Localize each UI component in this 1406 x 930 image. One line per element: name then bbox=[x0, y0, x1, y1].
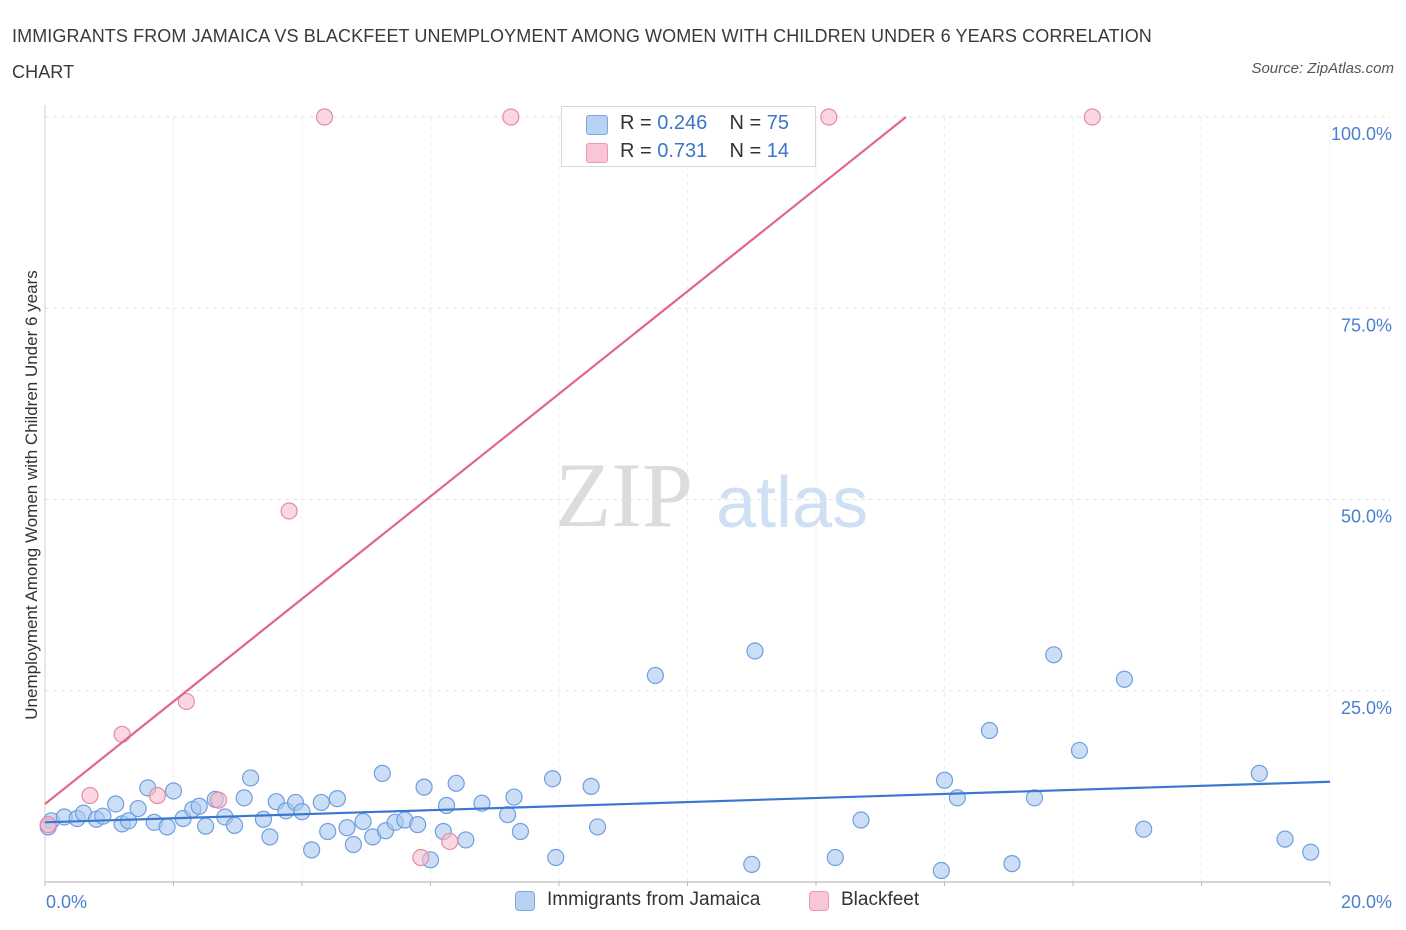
point-blackfeet bbox=[177, 692, 195, 711]
point-jamaica bbox=[932, 861, 950, 880]
y-axis-label: Unemployment Among Women with Children U… bbox=[22, 270, 41, 719]
axes bbox=[44, 105, 1331, 886]
legend: R = 0.246 N = 75 R = 0.731 N = 14 bbox=[561, 106, 816, 167]
point-jamaica bbox=[328, 790, 346, 808]
point-jamaica bbox=[582, 777, 600, 795]
point-jamaica bbox=[354, 812, 372, 831]
point-jamaica bbox=[261, 828, 279, 846]
legend-n-value-blackfeet: 14 bbox=[766, 140, 790, 162]
point-jamaica bbox=[242, 769, 260, 787]
point-jamaica bbox=[457, 831, 475, 849]
point-jamaica bbox=[1003, 855, 1021, 873]
point-blackfeet bbox=[315, 108, 334, 126]
point-jamaica bbox=[826, 848, 844, 867]
legend-swatch-blackfeet bbox=[586, 143, 608, 163]
point-jamaica bbox=[1025, 789, 1044, 807]
y-tick-label: 75.0% bbox=[1341, 315, 1392, 335]
point-jamaica bbox=[1070, 741, 1089, 760]
point-jamaica bbox=[158, 818, 176, 836]
point-jamaica bbox=[505, 788, 523, 806]
point-blackfeet bbox=[39, 816, 57, 834]
point-jamaica bbox=[344, 835, 362, 854]
point-blackfeet bbox=[148, 786, 167, 805]
point-jamaica bbox=[547, 848, 565, 867]
point-blackfeet bbox=[820, 108, 838, 126]
point-jamaica bbox=[94, 807, 112, 825]
point-blackfeet bbox=[502, 108, 520, 126]
tick-labels: 25.0% 50.0% 75.0% 100.0% 0.0% 20.0% bbox=[46, 124, 1392, 912]
point-jamaica bbox=[164, 782, 183, 800]
legend-r-value-jamaica: 0.246 bbox=[657, 112, 708, 134]
point-jamaica bbox=[129, 799, 147, 818]
point-jamaica bbox=[1115, 670, 1134, 688]
x-tick-label: 0.0% bbox=[46, 892, 87, 912]
point-jamaica bbox=[303, 841, 321, 859]
point-jamaica bbox=[190, 797, 208, 815]
y-tick-label: 50.0% bbox=[1341, 507, 1392, 527]
point-jamaica bbox=[646, 666, 664, 685]
watermark: ZIP atlas bbox=[555, 444, 868, 546]
point-jamaica bbox=[235, 789, 253, 807]
point-jamaica bbox=[1045, 646, 1063, 664]
point-jamaica bbox=[935, 771, 954, 789]
data-points bbox=[39, 108, 1320, 880]
watermark-atlas: atlas bbox=[716, 463, 868, 543]
point-jamaica bbox=[373, 764, 391, 782]
point-jamaica bbox=[107, 795, 125, 813]
point-jamaica bbox=[254, 810, 273, 828]
point-jamaica bbox=[415, 778, 433, 796]
trend-line-blackfeet bbox=[44, 116, 907, 805]
legend-r-value-blackfeet: 0.731 bbox=[657, 140, 708, 162]
point-jamaica bbox=[338, 819, 356, 837]
bottom-legend-label-jamaica: Immigrants from Jamaica bbox=[547, 889, 761, 910]
point-jamaica bbox=[409, 816, 427, 834]
point-jamaica bbox=[588, 818, 607, 836]
point-jamaica bbox=[1135, 820, 1153, 838]
legend-swatch-jamaica bbox=[586, 115, 608, 135]
source-label: Source: ZipAtlas.com bbox=[1251, 60, 1394, 77]
point-jamaica bbox=[312, 793, 330, 812]
point-jamaica bbox=[543, 770, 562, 788]
point-jamaica bbox=[293, 803, 311, 821]
point-jamaica bbox=[852, 811, 870, 829]
watermark-zip: ZIP bbox=[555, 444, 693, 546]
point-jamaica bbox=[319, 822, 337, 841]
point-blackfeet bbox=[280, 502, 298, 520]
point-jamaica bbox=[980, 721, 999, 740]
bottom-legend-swatch-blackfeet bbox=[809, 891, 829, 911]
point-blackfeet bbox=[412, 848, 430, 867]
bottom-legend-swatch-jamaica bbox=[515, 891, 535, 911]
point-jamaica bbox=[948, 789, 966, 807]
y-tick-label: 25.0% bbox=[1341, 698, 1392, 718]
point-jamaica bbox=[447, 774, 465, 792]
point-blackfeet bbox=[113, 725, 131, 743]
point-jamaica bbox=[499, 806, 517, 824]
point-jamaica bbox=[197, 817, 215, 835]
legend-n-label: N = bbox=[729, 140, 762, 162]
legend-n-label: N = bbox=[729, 112, 762, 134]
bottom-legend-label-blackfeet: Blackfeet bbox=[841, 889, 920, 910]
point-jamaica bbox=[746, 642, 764, 660]
point-jamaica bbox=[473, 794, 491, 812]
point-blackfeet bbox=[1083, 108, 1101, 126]
point-blackfeet bbox=[209, 791, 228, 809]
point-jamaica bbox=[1302, 843, 1320, 861]
point-jamaica bbox=[511, 822, 530, 841]
point-blackfeet bbox=[441, 832, 459, 851]
trend-lines bbox=[44, 116, 1331, 824]
legend-n-value-jamaica: 75 bbox=[766, 112, 790, 134]
point-jamaica bbox=[1276, 830, 1294, 848]
x-tick-label: 20.0% bbox=[1341, 892, 1392, 912]
y-tick-label: 100.0% bbox=[1331, 124, 1392, 144]
legend-r-label: R = bbox=[620, 140, 652, 162]
trend-line-jamaica bbox=[44, 780, 1331, 824]
chart-title: IMMIGRANTS FROM JAMAICA VS BLACKFEET UNE… bbox=[12, 26, 1152, 82]
point-jamaica bbox=[437, 796, 456, 815]
point-jamaica bbox=[225, 816, 244, 834]
point-jamaica bbox=[743, 855, 761, 874]
legend-r-label: R = bbox=[620, 112, 652, 134]
point-blackfeet bbox=[81, 786, 99, 805]
point-jamaica bbox=[1250, 764, 1268, 782]
